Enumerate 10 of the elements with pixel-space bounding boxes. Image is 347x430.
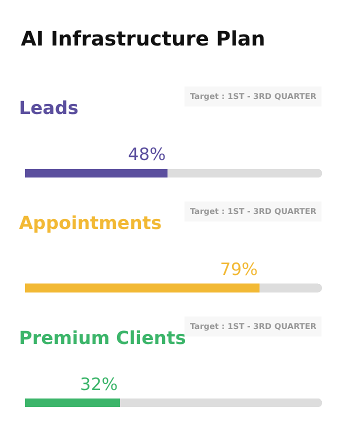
y-tick-label: Appointments bbox=[19, 213, 162, 234]
y-tick-label: Premium Clients bbox=[19, 328, 186, 349]
annotation: Target : 1ST - 3RD QUARTER bbox=[190, 92, 316, 101]
annotation: Target : 1ST - 3RD QUARTER bbox=[190, 207, 316, 216]
annotation: Target : 1ST - 3RD QUARTER bbox=[190, 322, 316, 331]
data-label: 32% bbox=[80, 375, 118, 395]
y-tick-label: Leads bbox=[19, 98, 78, 119]
data-label: 48% bbox=[128, 145, 166, 165]
data-label: 79% bbox=[220, 260, 258, 280]
chart-title: AI Infrastructure Plan bbox=[20, 26, 266, 51]
